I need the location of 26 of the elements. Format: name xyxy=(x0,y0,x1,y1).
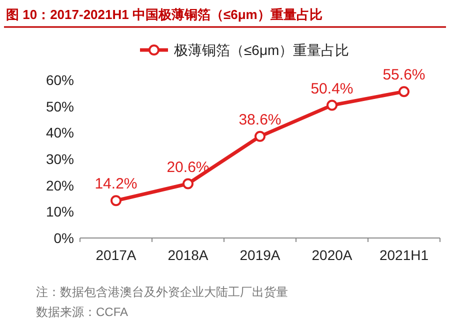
point xyxy=(110,195,122,206)
y-tick-label: 60% xyxy=(46,72,74,88)
y-tick-label: 40% xyxy=(46,124,74,141)
x-tick-label: 2018A xyxy=(168,247,209,263)
x-tick-label: 2020A xyxy=(312,247,353,263)
point xyxy=(254,130,266,142)
y-tick-label: 30% xyxy=(46,151,74,167)
data-label: 20.6% xyxy=(166,158,210,176)
data-label: 38.6% xyxy=(238,111,282,128)
y-tick-label: 20% xyxy=(46,177,74,194)
data-label: 50.4% xyxy=(310,80,354,98)
point xyxy=(182,178,194,190)
chart-title: 图 10：2017-2021H1 中国极薄铜箔（≤6μm）重量占比 xyxy=(6,7,322,22)
point xyxy=(326,100,338,111)
y-tick-label: 0% xyxy=(54,230,74,246)
y-tick-label: 50% xyxy=(46,98,74,114)
data-label: 55.6% xyxy=(382,66,426,84)
data-label: 14.2% xyxy=(94,176,138,193)
source-note: 数据来源：CCFA xyxy=(36,305,128,319)
y-tick-label: 10% xyxy=(46,204,74,220)
point xyxy=(398,86,410,98)
text: 注：数据包含港澳台及外资企业大陆工厂出货量 xyxy=(36,285,288,299)
legend-label: 极薄铜箔（≤6μm）重量占比 xyxy=(173,42,350,58)
x-tick-label: 2021H1 xyxy=(379,247,429,263)
x-tick-label: 2017A xyxy=(96,247,137,263)
x-tick-label: 2019A xyxy=(240,247,281,263)
